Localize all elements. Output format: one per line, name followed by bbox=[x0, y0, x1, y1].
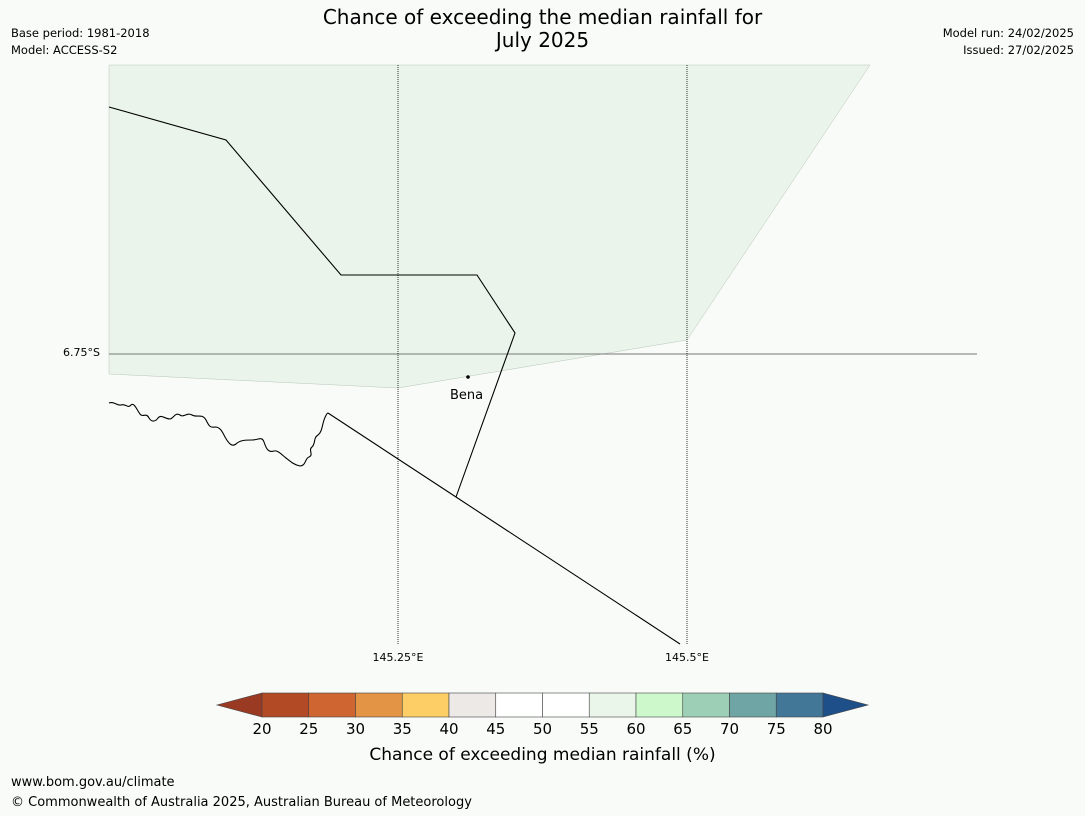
colorbar-segment-20-25 bbox=[261, 692, 310, 718]
colorbar-over-arrow bbox=[822, 692, 870, 718]
colorbar-tick-45: 45 bbox=[486, 720, 506, 738]
colorbar-segment-70-75 bbox=[729, 692, 777, 718]
colorbar-segment-35-40 bbox=[401, 692, 450, 718]
colorbar-segment-45-50 bbox=[495, 692, 543, 718]
colorbar-segment-50-55 bbox=[542, 692, 590, 718]
river-line bbox=[108, 402, 329, 467]
province-boundary-south bbox=[327, 412, 681, 645]
province-boundary-north bbox=[108, 106, 516, 498]
latitude-label: 6.75°S bbox=[63, 346, 100, 359]
longitude-label-145-5: 145.5°E bbox=[665, 651, 709, 664]
title-line-1: Chance of exceeding the median rainfall … bbox=[322, 5, 763, 29]
colorbar-under-arrow bbox=[215, 692, 263, 718]
colorbar-segment-55-60 bbox=[588, 692, 637, 718]
colorbar-tick-30: 30 bbox=[345, 720, 366, 738]
forecast-shaded-region bbox=[108, 64, 871, 389]
colorbar-tick-65: 65 bbox=[673, 720, 693, 738]
base-period-text: Base period: 1981-2018 bbox=[11, 26, 150, 40]
colorbar-tick-20: 20 bbox=[252, 720, 272, 738]
model-run-text: Model run: 24/02/2025 bbox=[942, 26, 1074, 40]
bena-town-marker[interactable] bbox=[466, 375, 470, 379]
issued-text: Issued: 27/02/2025 bbox=[963, 43, 1074, 57]
colorbar-tick-35: 35 bbox=[392, 720, 412, 738]
colorbar-tick-25: 25 bbox=[299, 720, 319, 738]
colorbar bbox=[215, 692, 870, 718]
colorbar-segment-30-35 bbox=[355, 692, 403, 718]
colorbar-segment-65-70 bbox=[682, 692, 730, 718]
colorbar-tick-60: 60 bbox=[626, 720, 646, 738]
title-line-2: July 2025 bbox=[495, 28, 590, 52]
colorbar-segment-75-80 bbox=[775, 692, 824, 718]
bena-town-label: Bena bbox=[450, 388, 484, 403]
meta-right: Model run: 24/02/2025 Issued: 27/02/2025 bbox=[943, 25, 1074, 59]
colorbar-segment-25-30 bbox=[308, 692, 356, 718]
longitude-label-145-25: 145.25°E bbox=[372, 651, 424, 664]
meta-left: Base period: 1981-2018 Model: ACCESS-S2 bbox=[11, 25, 150, 59]
colorbar-tick-40: 40 bbox=[439, 720, 459, 738]
colorbar-tick-50: 50 bbox=[532, 720, 553, 738]
colorbar-tick-55: 55 bbox=[579, 720, 599, 738]
model-text: Model: ACCESS-S2 bbox=[11, 43, 118, 57]
colorbar-tick-75: 75 bbox=[766, 720, 786, 738]
colorbar-segment-60-65 bbox=[635, 692, 684, 718]
colorbar-tick-80: 80 bbox=[813, 720, 833, 738]
website-link[interactable]: www.bom.gov.au/climate bbox=[11, 775, 175, 790]
copyright-text: © Commonwealth of Australia 2025, Austra… bbox=[11, 795, 472, 810]
colorbar-title: Chance of exceeding median rainfall (%) bbox=[369, 745, 716, 765]
map-title: Chance of exceeding the median rainfall … bbox=[0, 6, 1085, 52]
colorbar-segment-40-45 bbox=[448, 692, 497, 718]
colorbar-tick-70: 70 bbox=[719, 720, 740, 738]
